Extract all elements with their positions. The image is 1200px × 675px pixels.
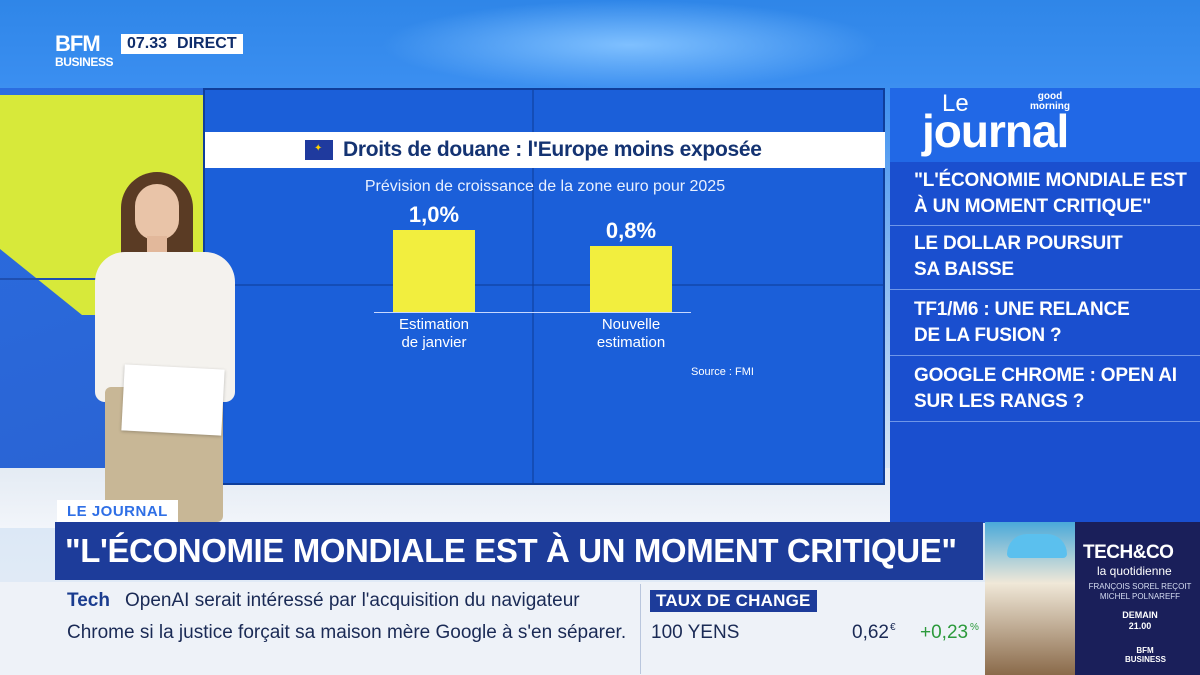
chart-category-label: Nouvelle estimation [571, 316, 691, 352]
rundown-item-4: Google Chrome : Open AI sur les rangs ? [890, 363, 1200, 415]
fx-change-unit: % [970, 622, 979, 633]
rundown-item-line: "L'économie mondiale est [914, 170, 1187, 191]
channel-logo: BFM BUSINESS [55, 33, 119, 75]
rundown-divider [890, 289, 1200, 290]
chart-category-line: de janvier [401, 334, 467, 351]
show-promo: TECH&CO la quotidienne FRANÇOIS SOREL RE… [985, 522, 1200, 675]
chart-bar [393, 230, 475, 312]
video-wall-chart: Droits de douane : l'Europe moins exposé… [203, 88, 885, 485]
clock-live-box: 07.33 DIRECT [121, 34, 243, 54]
headline-text: "L'ÉCONOMIE MONDIALE EST À UN MOMENT CRI… [65, 532, 957, 569]
rundown-divider [890, 225, 1200, 226]
rundown-divider [890, 421, 1200, 422]
ticker-line-1: OpenAI serait intéressé par l'acquisitio… [125, 590, 580, 611]
rundown-item-line: Le dollar poursuit [914, 233, 1123, 254]
rundown-item-1: "L'économie mondiale est à un moment cri… [890, 168, 1200, 220]
ticker-separator [640, 584, 641, 674]
rundown-item-line: à un moment critique" [914, 196, 1152, 217]
segment-tag: LE JOURNAL [57, 500, 178, 522]
clock-time: 07.33 [127, 35, 168, 52]
chart-bar-value: 0,8% [605, 218, 657, 243]
chart-category-label: Estimation de janvier [374, 316, 494, 352]
rundown-header: Le journal good morning [890, 88, 1200, 162]
logo-business: BUSINESS [55, 55, 114, 69]
good-morning-line1: good [1037, 91, 1063, 102]
promo-guest-line: FRANÇOIS SOREL REÇOIT [1088, 582, 1192, 591]
chart-bar-value: 1,0% [408, 202, 460, 227]
promo-day: DEMAIN [1122, 610, 1158, 620]
promo-guest-line: MICHEL POLNAREFF [1099, 592, 1181, 601]
promo-channel-logo: BFM BUSINESS [1125, 646, 1166, 664]
fx-rate-unit: € [890, 622, 896, 633]
chart-title: Droits de douane : l'Europe moins exposé… [343, 138, 762, 161]
promo-hat [1007, 534, 1067, 558]
rundown-item-line: Google Chrome : Open AI [914, 365, 1177, 386]
rundown-item-line: TF1/M6 : une relance [914, 299, 1130, 320]
rundown-item-line: sur les rangs ? [914, 391, 1085, 412]
chart-source: Source : FMI [691, 366, 754, 378]
rundown-le: Le [942, 90, 969, 117]
fx-rate: 0,62 [852, 622, 889, 643]
presenter [85, 172, 245, 522]
fx-currency-name: 100 YENS [651, 622, 740, 643]
rundown-item-line: sa baisse [914, 259, 1014, 280]
fx-change: +0,23 [920, 622, 969, 643]
logo-bfm: BFM [55, 31, 101, 56]
good-morning-line2: morning [1030, 101, 1070, 112]
good-morning-logo: good morning [1030, 92, 1070, 112]
promo-guests: FRANÇOIS SOREL REÇOIT MICHEL POLNAREFF [1085, 582, 1195, 602]
ticker-line-2: Chrome si la justice forçait sa maison m… [67, 622, 627, 643]
news-ticker [0, 582, 985, 675]
promo-subtitle: la quotidienne [1097, 564, 1172, 578]
rundown-divider [890, 355, 1200, 356]
rundown-panel: Le journal good morning "L'économie mond… [890, 88, 1200, 523]
chart-subtitle: Prévision de croissance de la zone euro … [364, 178, 726, 195]
rundown-item-3: TF1/M6 : une relance de la fusion ? [890, 297, 1200, 349]
promo-schedule: DEMAIN 21.00 [1085, 610, 1195, 632]
eu-flag-icon [305, 140, 333, 160]
rundown-item-line: de la fusion ? [914, 325, 1062, 346]
chart-category-line: Nouvelle [601, 316, 661, 333]
promo-logo-top: BFM [1136, 646, 1154, 655]
wall-seam-horizontal [205, 284, 883, 286]
rundown-journal: journal [922, 105, 1069, 157]
wall-seam-vertical [532, 90, 534, 483]
promo-title: TECH&CO [1083, 542, 1174, 563]
segment-tag-label: LE JOURNAL [67, 502, 168, 520]
presenter-face [135, 184, 179, 240]
headline-bar: "L'ÉCONOMIE MONDIALE EST À UN MOMENT CRI… [55, 522, 983, 580]
presenter-notes [121, 364, 225, 436]
fx-title: TAUX DE CHANGE [656, 591, 811, 610]
live-label: DIRECT [177, 35, 237, 52]
studio-light [380, 0, 880, 90]
promo-logo-bottom: BUSINESS [1125, 655, 1166, 664]
chart-category-line: Estimation [398, 316, 470, 333]
fx-header: TAUX DE CHANGE [650, 590, 817, 612]
chart-category-line: estimation [596, 334, 666, 351]
chart-baseline [374, 312, 691, 313]
ticker-category: Tech [67, 590, 110, 611]
promo-time: 21.00 [1128, 621, 1152, 631]
chart-title-bar: Droits de douane : l'Europe moins exposé… [205, 132, 885, 168]
chart-bar [590, 246, 672, 312]
rundown-item-2: Le dollar poursuit sa baisse [890, 231, 1200, 283]
